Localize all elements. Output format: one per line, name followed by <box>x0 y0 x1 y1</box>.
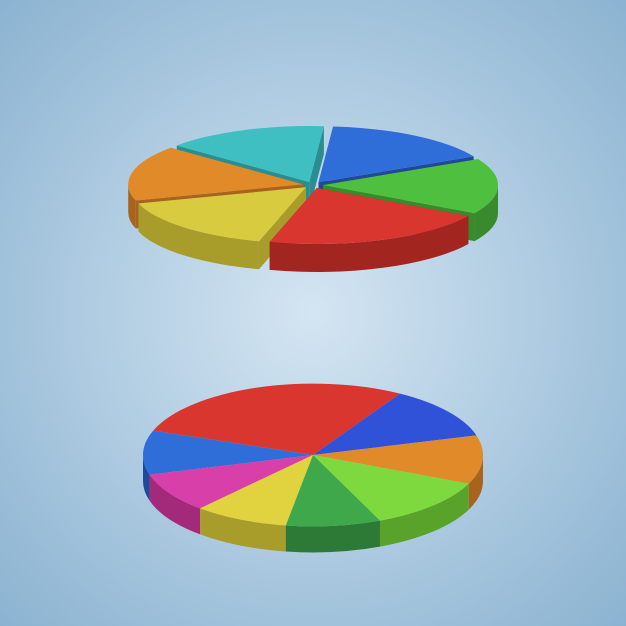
pie-chart-bottom <box>0 0 626 626</box>
